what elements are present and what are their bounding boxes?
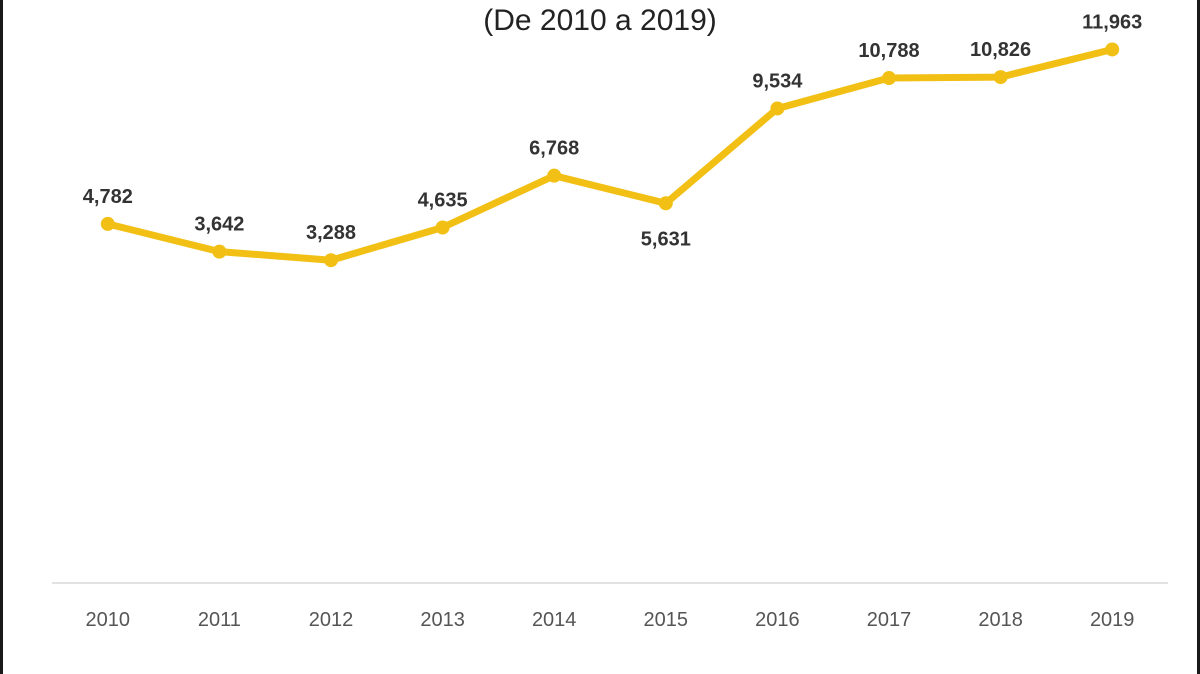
data-label-2019: 11,963: [1082, 11, 1142, 33]
data-point-2014: [547, 168, 562, 183]
x-tick-label-2013: 2013: [420, 609, 465, 631]
x-tick-label-2010: 2010: [86, 609, 131, 631]
data-label-2015: 5,631: [641, 228, 691, 250]
x-tick-label-2017: 2017: [867, 609, 912, 631]
data-label-2017: 10,788: [858, 40, 919, 62]
data-label-2011: 3,642: [194, 214, 244, 236]
x-tick-label-2015: 2015: [644, 609, 689, 631]
x-tick-label-2016: 2016: [755, 609, 800, 631]
left-frame-border: [0, 0, 3, 674]
chart-title: (De 2010 a 2019): [483, 4, 717, 37]
x-tick-label-2019: 2019: [1090, 609, 1135, 631]
data-label-2013: 4,635: [418, 189, 468, 211]
data-point-2016: [770, 101, 785, 116]
data-label-2014: 6,768: [529, 138, 579, 160]
right-frame-border: [1197, 0, 1200, 674]
data-label-2010: 4,782: [83, 186, 133, 208]
x-tick-label-2018: 2018: [978, 609, 1023, 631]
data-label-2018: 10,826: [970, 39, 1031, 61]
data-point-2012: [324, 253, 338, 268]
x-tick-label-2014: 2014: [532, 609, 577, 631]
data-point-2011: [212, 244, 227, 259]
data-label-2016: 9,534: [752, 70, 803, 92]
data-point-2019: [1105, 42, 1120, 57]
data-label-2012: 3,288: [306, 222, 356, 244]
x-tick-label-2012: 2012: [309, 609, 354, 631]
x-tick-label-2011: 2011: [198, 609, 241, 631]
data-point-2018: [993, 70, 1008, 85]
data-point-2017: [882, 71, 896, 86]
data-point-2013: [435, 220, 450, 235]
data-point-2015: [658, 196, 673, 211]
data-point-2010: [100, 216, 115, 231]
series-line: [104, 45, 1116, 264]
